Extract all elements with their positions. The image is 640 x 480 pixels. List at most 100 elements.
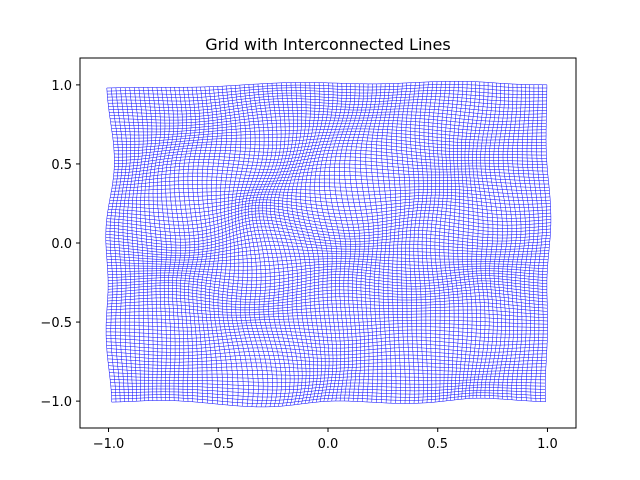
mesh-column-line: [452, 81, 459, 401]
mesh-column-line: [354, 83, 369, 402]
mesh-column-line: [144, 87, 153, 401]
mesh-column-line: [365, 83, 377, 403]
mesh-column-line: [448, 81, 455, 401]
mesh-column-line: [391, 83, 399, 404]
mesh-column-line: [360, 83, 373, 403]
mesh-column-line: [152, 87, 161, 401]
chart-title: Grid with Interconnected Lines: [205, 35, 450, 54]
mesh-vertical-lines: [105, 81, 552, 407]
mesh-column-line: [262, 83, 287, 407]
mesh-column-line: [430, 81, 438, 403]
mesh-column-line: [409, 82, 416, 404]
mesh-column-line: [426, 81, 433, 403]
mesh-column-line: [122, 87, 132, 402]
mesh-column-line: [525, 84, 535, 401]
y-tick-label: 0.0: [51, 237, 72, 252]
mesh-column-line: [196, 86, 205, 403]
mesh-column-line: [244, 84, 264, 407]
mesh-column-line: [516, 84, 526, 401]
mesh-column-line: [339, 83, 356, 402]
y-tick-label: 1.0: [51, 79, 72, 94]
mesh-column-line: [131, 87, 140, 402]
mesh-column-line: [493, 83, 503, 399]
mesh-column-line: [213, 86, 223, 405]
mesh-column-line: [405, 82, 412, 404]
mesh-column-line: [464, 81, 473, 399]
mesh-column-line: [251, 83, 273, 407]
mesh-column-line: [497, 83, 508, 399]
mesh-column-line: [300, 82, 322, 403]
mesh-column-line: [468, 81, 477, 399]
mesh-column-line: [165, 87, 174, 401]
x-tick-label: 1.0: [537, 437, 558, 452]
mesh-column-line: [472, 81, 482, 399]
mesh-column-line: [238, 84, 254, 407]
mesh-column-line: [135, 87, 144, 401]
mesh-column-line: [127, 87, 136, 402]
mesh-column-line: [234, 85, 249, 407]
mesh-column-line: [255, 83, 278, 407]
mesh-column-line: [309, 82, 330, 402]
mesh-column-line: [502, 83, 513, 400]
mesh-column-line: [305, 82, 326, 402]
mesh-column-line: [319, 83, 338, 402]
mesh-column-line: [421, 81, 429, 403]
mesh-column-line: [217, 86, 229, 406]
y-tick-label: −0.5: [40, 316, 72, 331]
mesh-column-line: [226, 85, 239, 406]
mesh-column-line: [540, 84, 548, 402]
mesh-column-line: [156, 87, 166, 401]
mesh-column-line: [114, 87, 123, 402]
mesh-column-line: [148, 87, 157, 401]
mesh-column-line: [460, 81, 468, 400]
mesh-column-line: [161, 87, 170, 401]
mesh-column-line: [439, 81, 446, 402]
mesh-column-line: [520, 84, 531, 401]
x-tick-label: 0.0: [318, 437, 339, 452]
mesh-column-line: [400, 82, 407, 404]
mesh-column-line: [349, 83, 364, 402]
mesh-column-line: [434, 81, 442, 402]
mesh-column-line: [109, 87, 119, 403]
mesh-column-line: [241, 84, 259, 407]
grid-mesh: [105, 81, 552, 408]
mesh-column-line: [476, 82, 486, 399]
y-tick-label: 0.5: [51, 158, 72, 173]
mesh-column-line: [118, 87, 127, 402]
mesh-column-line: [484, 82, 494, 399]
mesh-column-line: [105, 87, 115, 403]
mesh-column-line: [273, 82, 299, 405]
mesh-column-line: [192, 87, 201, 403]
mesh-column-line: [286, 82, 311, 404]
mesh-column-line: [269, 82, 295, 406]
mesh-column-line: [443, 81, 451, 401]
mesh-column-line: [417, 82, 425, 404]
x-tick-label: −0.5: [202, 437, 234, 452]
mesh-column-line: [248, 83, 269, 407]
mesh-column-line: [334, 83, 351, 402]
mesh-column-line: [140, 87, 148, 401]
mesh-column-line: [324, 83, 343, 402]
mesh-column-line: [480, 82, 490, 399]
y-tick-label: −1.0: [40, 395, 72, 410]
mesh-column-line: [396, 83, 403, 404]
mesh-column-line: [381, 83, 390, 404]
mesh-column-line: [376, 83, 386, 403]
x-tick-label: 0.5: [427, 437, 448, 452]
mesh-column-line: [506, 83, 517, 400]
mesh-column-line: [488, 82, 499, 399]
mesh-column-line: [258, 83, 282, 407]
mesh-column-line: [200, 86, 209, 404]
mesh-column-line: [204, 86, 214, 404]
mesh-column-line: [231, 85, 244, 407]
mesh-column-line: [178, 87, 188, 402]
x-axis: −1.0 −0.5 0.0 0.5 1.0: [93, 428, 558, 452]
y-axis: −1.0 −0.5 0.0 0.5 1.0: [40, 79, 80, 410]
mesh-column-line: [291, 82, 315, 404]
mesh-column-line: [266, 82, 291, 406]
mesh-column-line: [173, 87, 183, 401]
mesh-column-line: [169, 87, 179, 401]
mesh-column-line: [222, 85, 234, 406]
